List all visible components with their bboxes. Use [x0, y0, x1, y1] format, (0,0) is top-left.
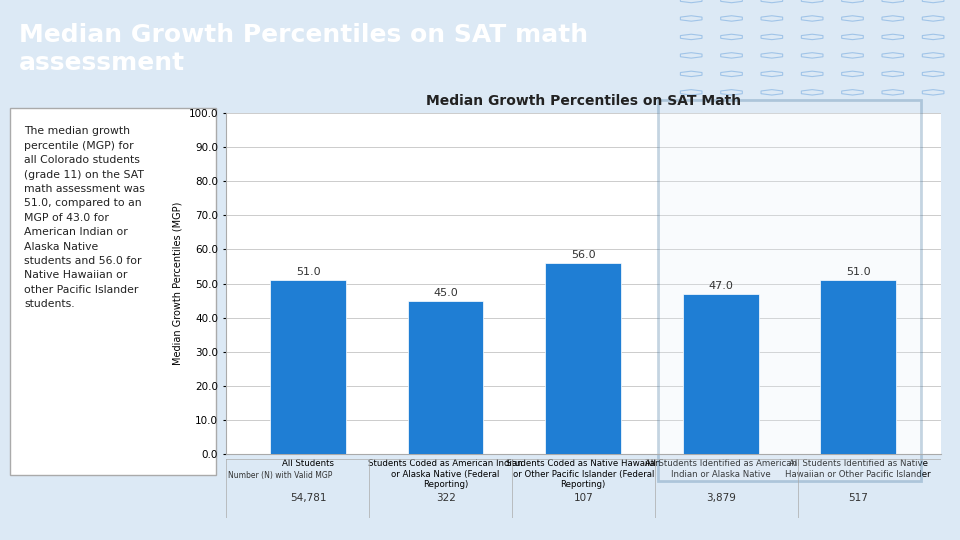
Y-axis label: Median Growth Percentiles (MGP): Median Growth Percentiles (MGP) [173, 202, 183, 365]
FancyBboxPatch shape [659, 100, 921, 481]
Text: 517: 517 [849, 492, 868, 503]
Text: 54,781: 54,781 [290, 492, 326, 503]
Text: 47.0: 47.0 [708, 281, 733, 291]
Text: 45.0: 45.0 [433, 288, 458, 298]
Bar [408, 300, 484, 454]
Text: 56.0: 56.0 [571, 251, 595, 260]
Text: 322: 322 [436, 492, 456, 503]
FancyBboxPatch shape [10, 108, 216, 475]
Text: Median Growth Percentiles on SAT math
assessment: Median Growth Percentiles on SAT math as… [19, 23, 588, 75]
Text: 51.0: 51.0 [846, 267, 871, 278]
Text: The median growth
percentile (MGP) for
all Colorado students
(grade 11) on the S: The median growth percentile (MGP) for a… [24, 126, 145, 309]
Text: 107: 107 [573, 492, 593, 503]
Bar [545, 263, 621, 454]
Bar [683, 294, 758, 454]
Title: Median Growth Percentiles on SAT Math: Median Growth Percentiles on SAT Math [425, 94, 741, 108]
Bar [271, 280, 346, 454]
Text: 51.0: 51.0 [296, 267, 321, 278]
Text: 3,879: 3,879 [706, 492, 735, 503]
Text: Number (N) with Valid MGP: Number (N) with Valid MGP [228, 471, 333, 480]
Bar [821, 280, 896, 454]
